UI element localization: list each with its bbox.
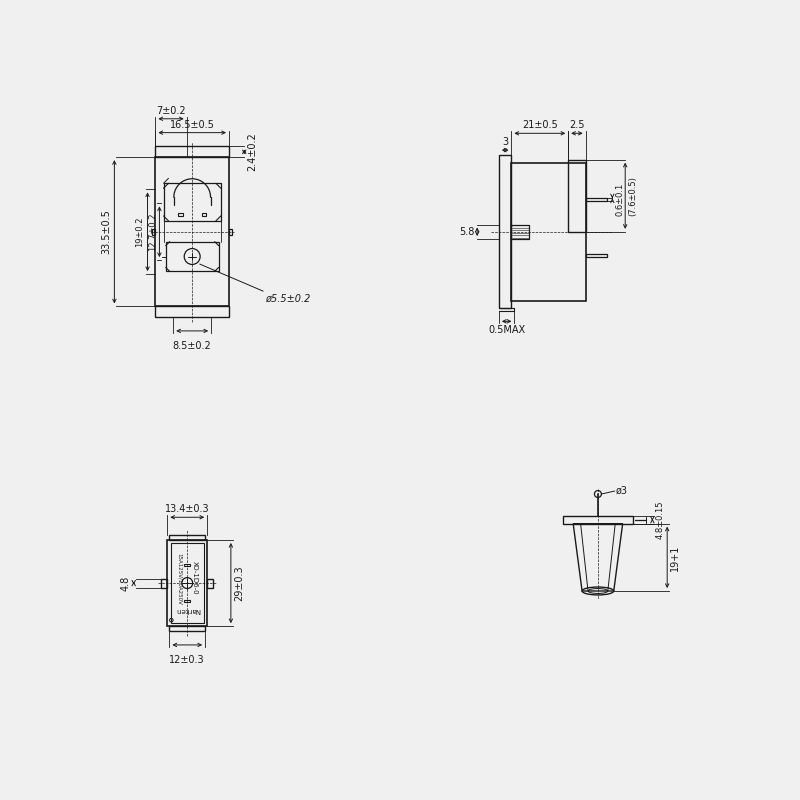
Bar	[178, 214, 182, 216]
Text: 33.5±0.5: 33.5±0.5	[102, 210, 111, 254]
Bar	[563, 516, 633, 524]
Bar	[184, 600, 190, 602]
Bar	[499, 155, 511, 309]
Bar	[167, 540, 207, 626]
Bar	[170, 535, 205, 540]
Text: 0.5MAX: 0.5MAX	[488, 326, 526, 335]
Bar	[586, 254, 607, 257]
Bar	[229, 229, 232, 234]
Text: 19+1: 19+1	[670, 544, 680, 570]
Text: (7.6±0.5): (7.6±0.5)	[628, 176, 637, 216]
Text: 0.6±0.1: 0.6±0.1	[615, 183, 624, 217]
Bar	[155, 306, 229, 317]
Text: XO-1D6-0: XO-1D6-0	[192, 562, 198, 595]
Text: 21±0.5: 21±0.5	[522, 120, 558, 130]
Text: Narken: Narken	[176, 607, 201, 613]
Bar	[586, 198, 607, 202]
Bar	[568, 160, 586, 232]
Bar	[511, 225, 530, 239]
Bar	[511, 162, 586, 301]
Bar	[163, 183, 221, 221]
Text: 15A125V/10A250V: 15A125V/10A250V	[177, 553, 182, 605]
Text: 12.7±0.2: 12.7±0.2	[149, 213, 158, 251]
Text: 8.5±0.2: 8.5±0.2	[173, 341, 211, 350]
Text: ø5.5±0.2: ø5.5±0.2	[265, 294, 310, 304]
Text: 29±0.3: 29±0.3	[234, 566, 244, 601]
Text: 7±0.2: 7±0.2	[156, 106, 186, 116]
Bar	[152, 229, 155, 234]
Bar	[207, 578, 213, 587]
Bar	[155, 146, 229, 157]
Bar	[162, 578, 167, 587]
Text: 19±0.2: 19±0.2	[135, 217, 145, 247]
Bar	[166, 242, 218, 271]
Text: 16.5±0.5: 16.5±0.5	[170, 120, 214, 130]
Text: 2.4±0.2: 2.4±0.2	[247, 133, 258, 171]
Bar	[184, 564, 190, 566]
Text: 12±0.3: 12±0.3	[170, 655, 205, 665]
Bar	[171, 543, 204, 622]
Bar	[170, 626, 205, 631]
Text: 4.8±0.15: 4.8±0.15	[655, 501, 664, 539]
Text: 13.4±0.3: 13.4±0.3	[165, 504, 210, 514]
Bar	[155, 157, 229, 306]
Text: ø3: ø3	[616, 486, 628, 496]
Text: 4.8: 4.8	[121, 575, 130, 590]
Text: 5.8: 5.8	[459, 226, 474, 237]
Text: 3: 3	[502, 137, 508, 147]
Text: 2.5: 2.5	[569, 120, 585, 130]
Bar	[202, 214, 206, 216]
